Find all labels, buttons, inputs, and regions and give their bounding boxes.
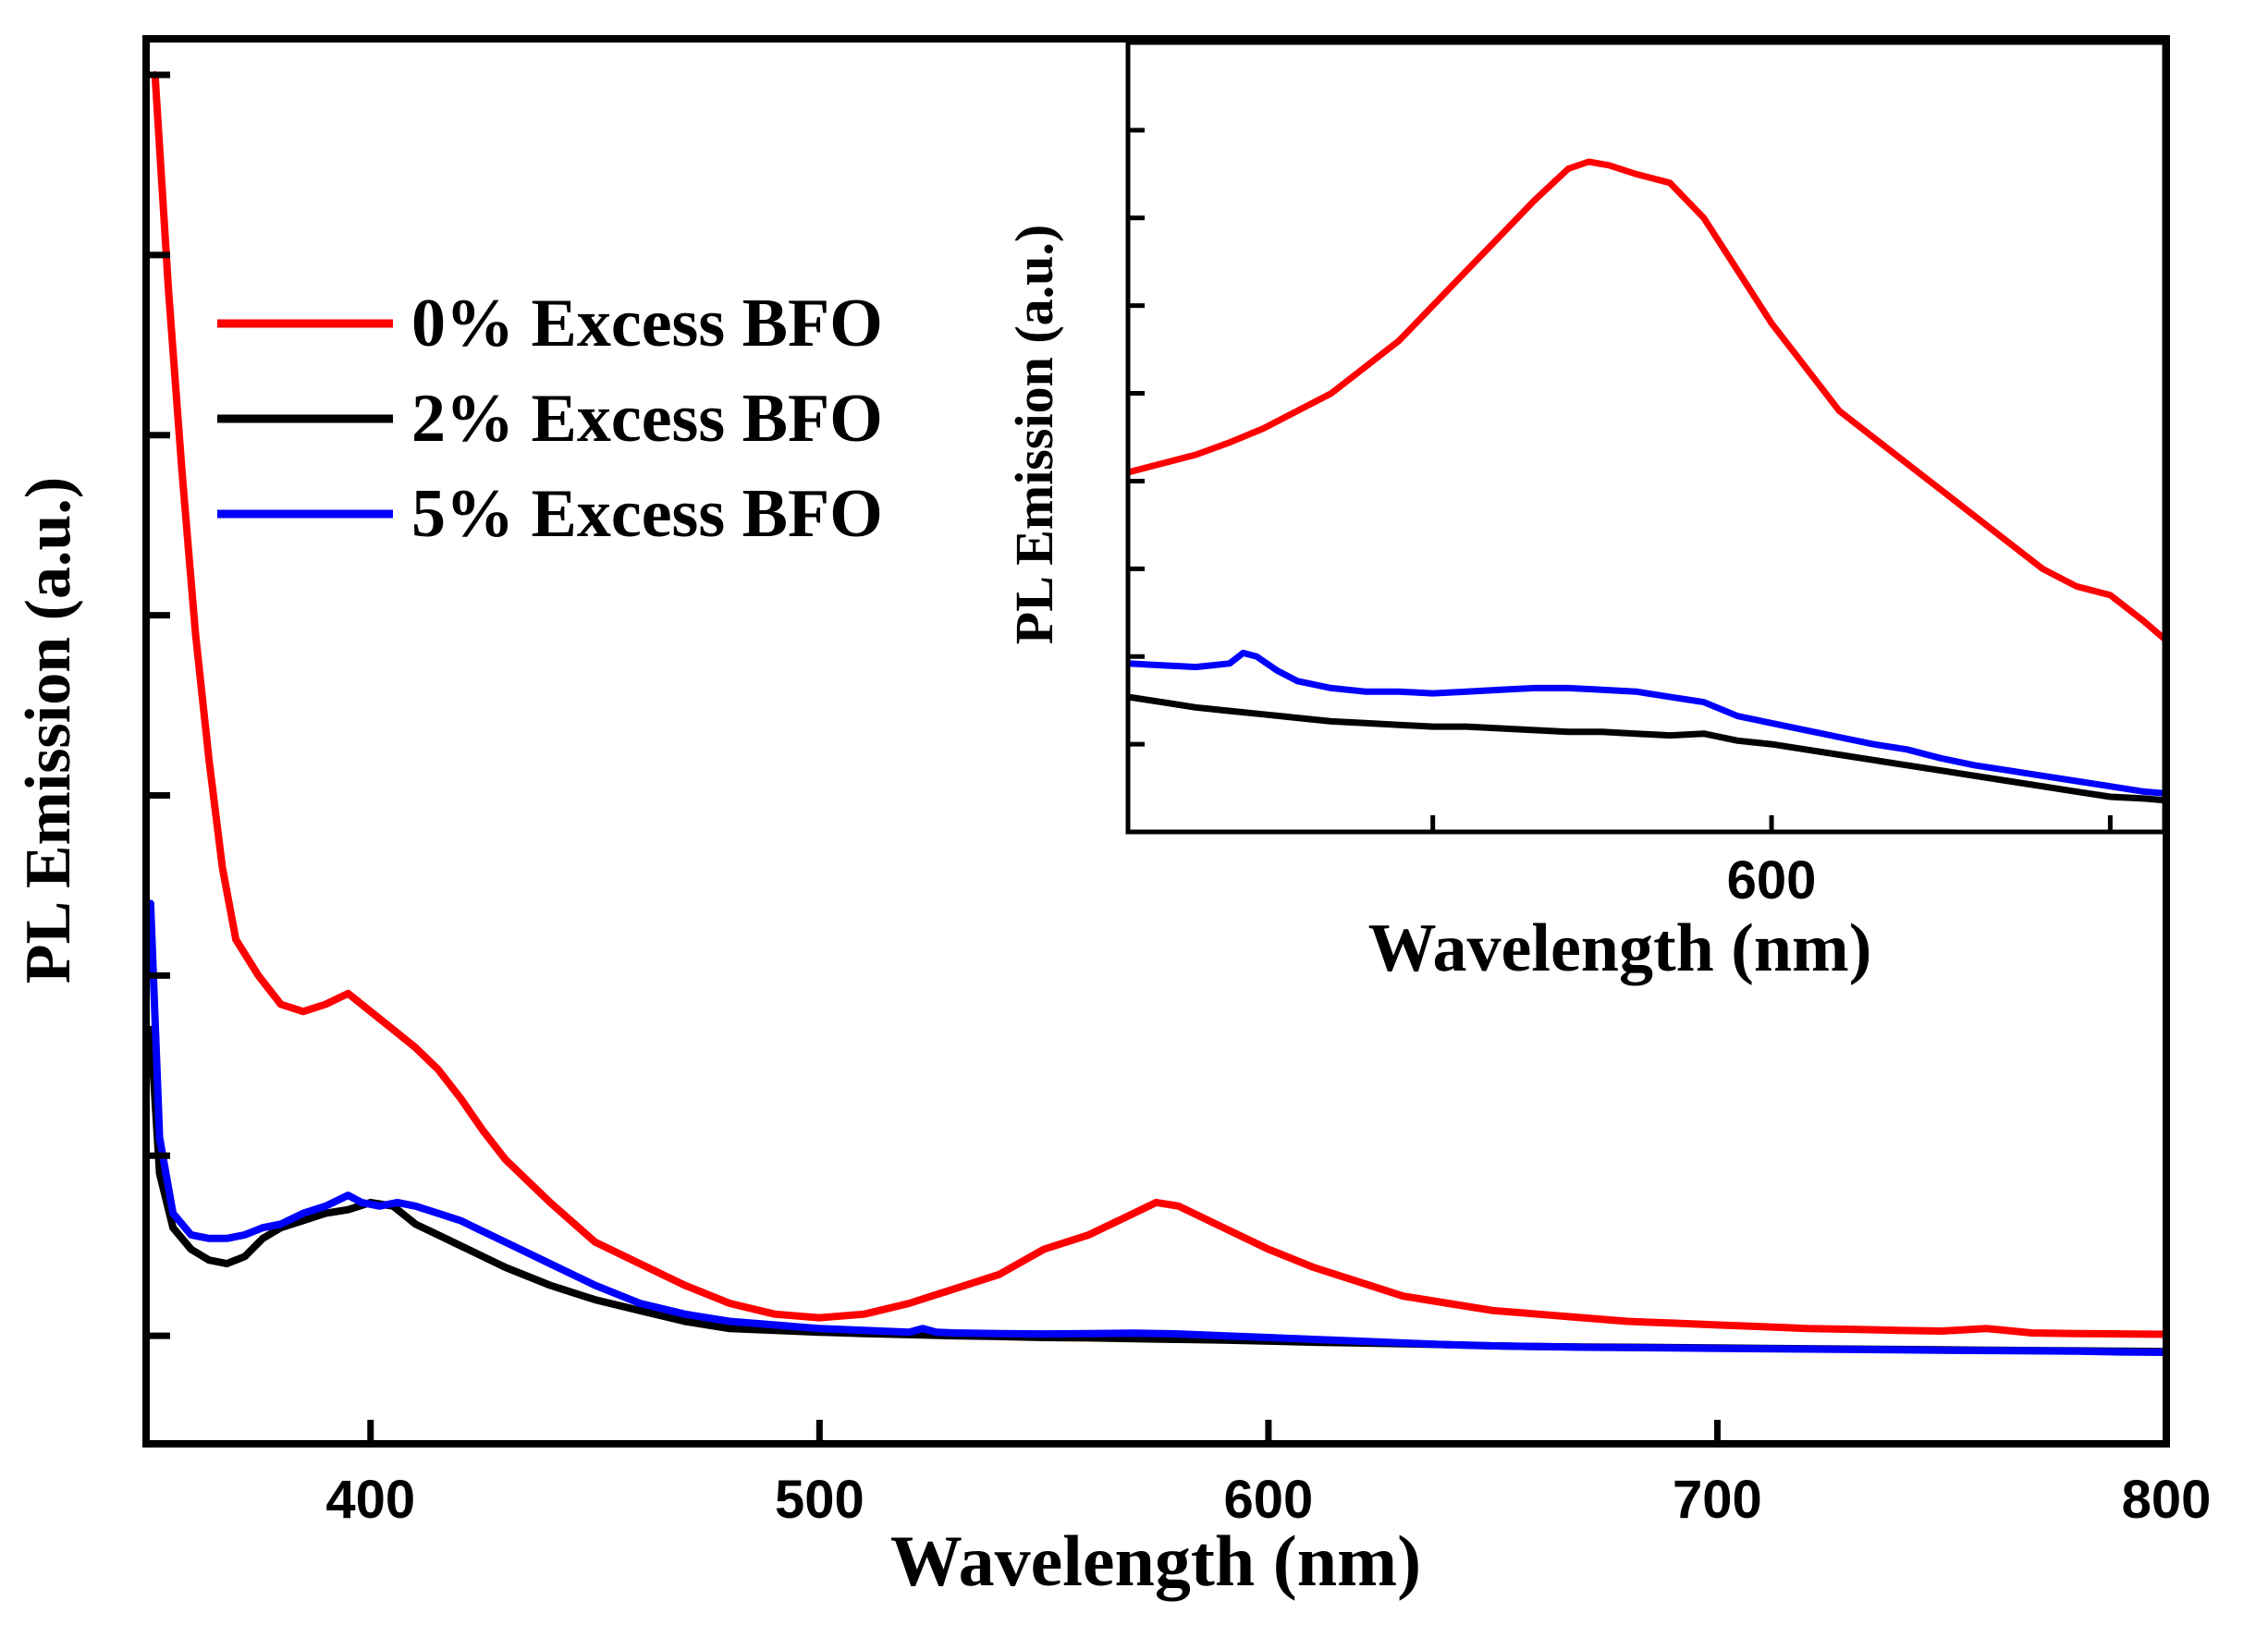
inset-background — [1126, 41, 2164, 832]
main-x-tick-label: 700 — [1673, 1470, 1762, 1530]
main-chart: 400 500 600 700 800 Wavelength (nm) PL Emiss… — [13, 35, 2211, 1601]
inset-x-axis-title: Wavelength (nm) — [1368, 910, 1872, 986]
legend-label-2pct: 2% Excess BFO — [411, 381, 883, 457]
inset-y-axis-title: PL Emission (a.u.) — [1004, 225, 1064, 644]
main-series-2pct-excess-bfo — [146, 1025, 2166, 1356]
inset-plot-area — [1128, 158, 2164, 804]
main-x-tick-label: 500 — [775, 1470, 864, 1530]
inset-series-2pct-excess-bfo — [1128, 693, 2164, 804]
main-x-ticks — [367, 1420, 2170, 1444]
main-y-axis-title: PL Emission (a.u.) — [13, 477, 84, 984]
legend-label-0pct: 0% Excess BFO — [411, 286, 883, 361]
inset-series-0pct-excess-bfo — [1128, 158, 2164, 642]
main-y-ticks — [146, 71, 170, 1339]
legend-label-5pct: 5% Excess BFO — [411, 476, 883, 552]
main-x-axis-title: Wavelength (nm) — [890, 1521, 1421, 1601]
inset-x-ticks — [1430, 815, 2113, 832]
legend: 0% Excess BFO 2% Excess BFO 5% Excess BF… — [217, 286, 883, 552]
inset-series-5pct-excess-bfo — [1128, 649, 2164, 797]
inset-x-tick-labels: 600 — [1727, 850, 1817, 910]
main-x-tick-labels: 400 500 600 700 800 — [325, 1470, 2211, 1530]
main-plot-area — [146, 71, 2166, 1356]
main-series-0pct-excess-bfo — [151, 71, 2166, 1338]
main-x-tick-label: 600 — [1223, 1470, 1313, 1530]
inset-chart: 600 Wavelength (nm) PL Emission (a.u.) — [1004, 40, 2167, 986]
inset-x-tick-label: 600 — [1727, 850, 1817, 910]
inset-y-ticks — [1128, 128, 1145, 747]
main-series-5pct-excess-bfo — [146, 899, 2166, 1356]
main-x-tick-label: 800 — [2122, 1470, 2212, 1530]
inset-plot-frame — [1125, 40, 2167, 835]
main-x-tick-label: 400 — [325, 1470, 415, 1530]
